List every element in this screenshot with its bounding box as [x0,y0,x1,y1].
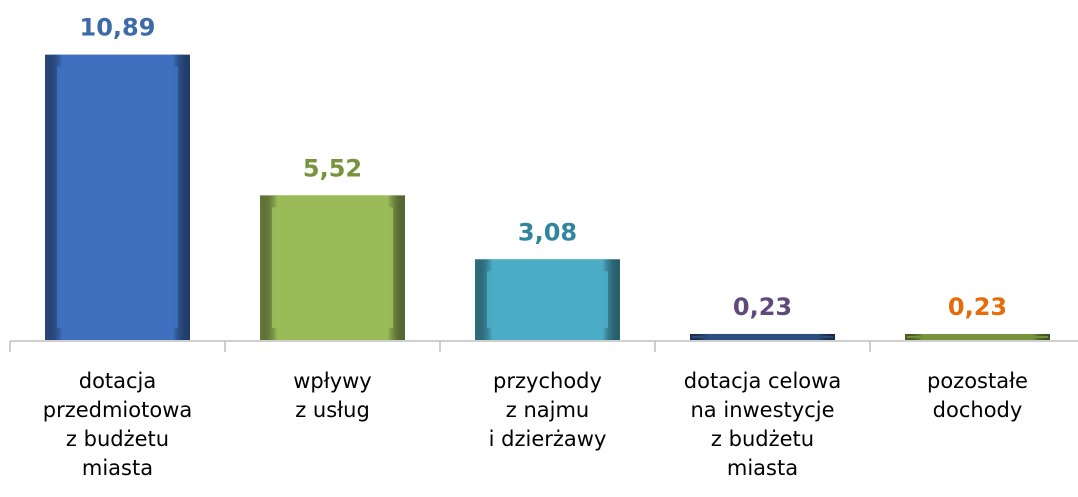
value-label: 0,23 [733,293,792,321]
x-tick-label: dotacja celowa na inwestycje z budżetu mias… [684,369,841,480]
x-tick-label: dotacja przedmiotowa z budżetu miasta [43,369,193,480]
value-label: 10,89 [80,14,156,42]
x-tick-label: pozostałe dochody [927,369,1028,422]
bar-bevel [57,66,178,328]
bar-bevel [692,335,833,338]
x-tick-label: przychody z najmu i dzierżawy [489,369,607,451]
x-tick-label: wpływy z usług [293,369,372,422]
value-label: 0,23 [948,293,1007,321]
bar-bevel [907,335,1048,338]
bar-bevel [487,271,608,328]
value-label: 3,08 [518,218,577,246]
bar-bevel [272,207,393,328]
value-label: 5,52 [303,154,362,182]
